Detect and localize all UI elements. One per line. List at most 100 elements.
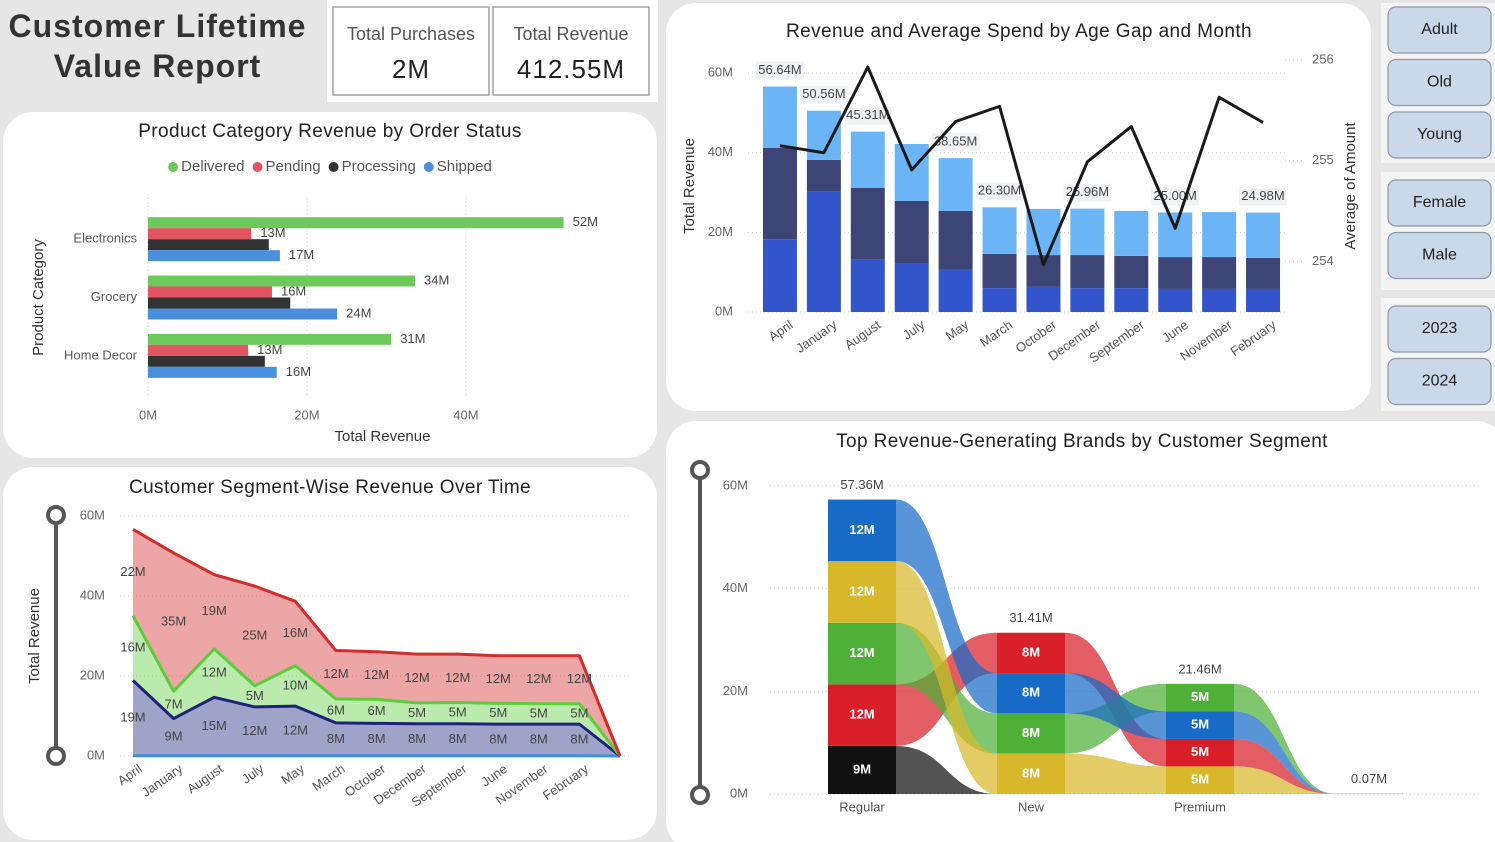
data-label: 16M: [286, 364, 311, 379]
bar-segment: [938, 269, 973, 312]
total-label: 56.64M: [758, 62, 801, 77]
slider-handle: [46, 746, 66, 766]
slicer-label[interactable]: 2023: [1422, 320, 1458, 337]
label-backdrop: [799, 85, 848, 104]
ribbon: [1234, 766, 1335, 794]
legend-label: Shipped: [437, 158, 492, 175]
y-tick-label: Home Decor: [64, 347, 138, 362]
label-backdrop: [931, 133, 980, 152]
area-fill: [133, 529, 620, 756]
bar-segment: [850, 131, 885, 188]
bar-segment: [938, 158, 973, 211]
slicer-label[interactable]: Male: [1422, 247, 1457, 264]
data-label: 12M: [364, 667, 389, 682]
legend: Delivered Pending Processing Shipped: [168, 158, 492, 175]
bar: [148, 366, 277, 378]
data-label: 12M: [486, 671, 511, 686]
data-label: 5M: [530, 705, 548, 720]
x-tick-label: Regular: [839, 799, 885, 814]
y-axis-title: Total Revenue: [681, 138, 698, 234]
total-label: 57.36M: [840, 477, 883, 492]
label-backdrop: [1239, 187, 1288, 206]
ribbon-segment: [828, 745, 896, 794]
ribbon-segment: [997, 713, 1065, 754]
slicer-button[interactable]: [1387, 179, 1492, 227]
y-tick-label: 60M: [708, 65, 733, 80]
slicer-button[interactable]: [1387, 58, 1492, 107]
slicer-label[interactable]: Young: [1417, 126, 1462, 143]
bar-segment: [1158, 212, 1193, 258]
data-label: 8M: [570, 731, 588, 746]
ribbon-segment: [828, 561, 896, 623]
label-backdrop: [975, 182, 1024, 201]
data-label: 16M: [283, 625, 308, 640]
ribbon: [1065, 673, 1166, 739]
data-label: 12M: [404, 670, 429, 685]
data-label: 6M: [367, 703, 385, 718]
bar-segment: [982, 207, 1017, 254]
slicer-button[interactable]: [1387, 6, 1492, 54]
y2-tick-label: 255: [1312, 152, 1334, 167]
x-tick-label: 20M: [294, 407, 319, 422]
y-tick-label: 60M: [80, 507, 105, 522]
area-line: [132, 528, 622, 757]
data-label: 5M: [246, 688, 264, 703]
area-line: [131, 615, 622, 757]
data-label: 6M: [327, 702, 345, 717]
card-value: 2M: [392, 54, 430, 84]
ribbon-segment: [828, 622, 896, 685]
y-tick-label: 20M: [708, 224, 733, 239]
slider-handle: [46, 505, 66, 525]
bar: [148, 286, 272, 298]
total-label: 45.31M: [846, 107, 889, 122]
data-label: 7M: [165, 696, 183, 711]
slider-handle: [690, 785, 710, 805]
bar: [148, 217, 564, 229]
bar-segment: [1070, 288, 1105, 312]
total-label: 0.07M: [1351, 771, 1387, 786]
y2-axis-title: Average of Amount: [1342, 122, 1359, 250]
slicer-button[interactable]: [1387, 305, 1492, 353]
label-backdrop: [843, 106, 892, 125]
data-label: 10M: [283, 677, 308, 692]
bar-segment: [1070, 255, 1105, 289]
slicer-button[interactable]: [1387, 231, 1492, 280]
panel: [666, 3, 1371, 411]
bar: [148, 297, 291, 309]
bar-segment: [806, 191, 841, 312]
ribbon-segment: [997, 632, 1065, 674]
ribbon: [1234, 738, 1335, 794]
ribbon-segment: [1166, 766, 1234, 794]
y-axis-title: Product Category: [30, 239, 47, 356]
bar-segment: [806, 159, 841, 192]
y-axis-title: Total Revenue: [26, 588, 43, 684]
bar-segment: [1026, 286, 1061, 312]
range-slider: [46, 460, 710, 805]
bar-segment: [1246, 288, 1281, 312]
ribbon: [896, 745, 997, 794]
bar: [148, 250, 280, 262]
data-label: 17M: [289, 247, 314, 262]
data-label: 12M: [283, 722, 308, 737]
slicer-button[interactable]: [1387, 357, 1492, 406]
bar: [148, 355, 265, 367]
data-label: 8M: [530, 731, 548, 746]
data-label: 13M: [257, 342, 282, 357]
data-label: 15M: [202, 718, 227, 733]
slicer-button[interactable]: [1387, 111, 1492, 159]
slicer-label[interactable]: Old: [1427, 74, 1452, 91]
segment-label: 12M: [849, 707, 874, 722]
bar-segment: [850, 259, 885, 312]
slicer-label[interactable]: 2024: [1422, 373, 1458, 390]
legend-marker: [328, 162, 339, 172]
segment-label: 5M: [1191, 772, 1209, 787]
slicer-label[interactable]: Female: [1413, 194, 1466, 211]
y-tick-label: 0M: [730, 785, 748, 800]
area-fill: [133, 615, 620, 756]
panel: [3, 467, 657, 840]
bar-segment: [1114, 210, 1149, 256]
ribbon: [896, 499, 997, 714]
data-label: 25M: [242, 627, 267, 642]
slicer-label[interactable]: Adult: [1421, 21, 1458, 38]
